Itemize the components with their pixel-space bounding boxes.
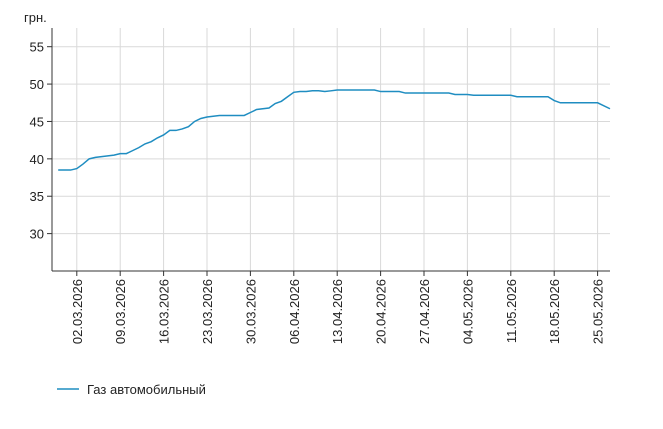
y-tick-label: 40: [30, 152, 44, 167]
x-tick-label: 25.05.2026: [591, 279, 606, 344]
x-tick-label: 16.03.2026: [157, 279, 172, 344]
legend-label: Газ автомобильный: [87, 382, 206, 397]
x-tick-label: 04.05.2026: [460, 279, 475, 344]
x-tick-label: 02.03.2026: [70, 279, 85, 344]
y-tick-label: 35: [30, 189, 44, 204]
y-tick-label: 30: [30, 227, 44, 242]
x-tick-label: 20.04.2026: [374, 279, 389, 344]
x-tick-label: 09.03.2026: [113, 279, 128, 344]
y-tick-label: 55: [30, 40, 44, 55]
x-tick-label: 23.03.2026: [200, 279, 215, 344]
y-axis-label: грн.: [24, 10, 47, 25]
x-tick-label: 18.05.2026: [547, 279, 562, 344]
x-tick-label: 06.04.2026: [287, 279, 302, 344]
y-tick-label: 45: [30, 114, 44, 129]
x-tick-label: 30.03.2026: [243, 279, 258, 344]
line: [58, 89, 611, 171]
x-tick-label: 13.04.2026: [330, 279, 345, 344]
y-tick-label: 50: [30, 77, 44, 92]
x-tick-label: 11.05.2026: [504, 279, 519, 343]
x-tick-label: 27.04.2026: [417, 279, 432, 344]
